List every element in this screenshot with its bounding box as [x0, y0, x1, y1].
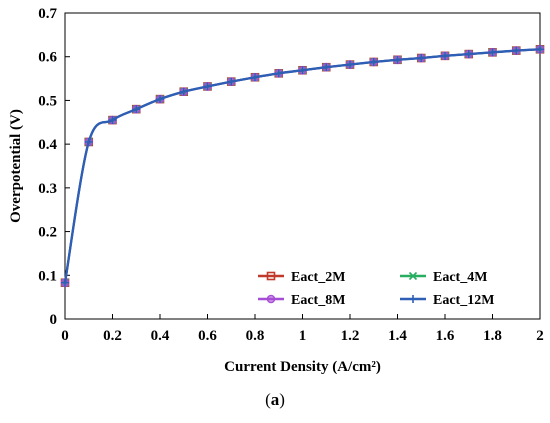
x-tick-label: 1: [299, 328, 307, 344]
data-point: [156, 95, 164, 104]
data-point: [298, 66, 307, 75]
data-point: [512, 46, 521, 55]
legend-item: Eact_12M: [400, 293, 494, 308]
data-point: [441, 51, 449, 60]
data-point: [488, 48, 497, 57]
figure-caption: (a): [0, 390, 550, 410]
y-tick-label: 0.4: [38, 137, 57, 153]
data-point: [61, 278, 69, 287]
x-tick-label: 1.4: [388, 328, 407, 344]
data-point: [179, 87, 188, 96]
y-tick-label: 0.6: [38, 50, 57, 66]
x-tick-label: 2: [536, 328, 544, 344]
data-point: [203, 82, 212, 91]
y-tick-label: 0: [50, 312, 58, 328]
legend-item: Eact_8M: [258, 293, 345, 308]
legend-marker: [266, 271, 276, 281]
x-tick-label: 1.8: [483, 328, 502, 344]
series-layer: [60, 44, 545, 288]
data-point: [417, 54, 426, 63]
data-point: [84, 137, 93, 146]
y-tick-label: 0.7: [38, 6, 57, 22]
data-point: [393, 55, 402, 64]
series-eact-8m: [60, 44, 545, 288]
y-tick-label: 0.5: [38, 93, 57, 109]
y-tick-label: 0.2: [38, 225, 57, 241]
series-line: [64, 48, 541, 283]
x-tick-label: 1.2: [341, 328, 360, 344]
data-point: [251, 73, 259, 82]
axes: 0 0.2 0.4 0.6 0.8 1 1.2 1.4 1.6 1.8 2 0 0.1 0.2 0.3 0.4…: [38, 6, 544, 344]
legend-label: Eact_2M: [291, 270, 345, 285]
series-eact-2m: [60, 44, 545, 288]
legend-marker: [266, 294, 276, 304]
y-axis-title: Overpotential (V): [8, 109, 24, 223]
data-point: [346, 60, 354, 69]
data-point: [536, 45, 544, 54]
x-axis-title: Current Density (A/cm²): [224, 359, 381, 375]
x-tick-label: 0.8: [246, 328, 265, 344]
series-eact-4m: [60, 45, 545, 287]
legend-label: Eact_12M: [433, 293, 494, 308]
legend-item: Eact_2M: [258, 270, 345, 285]
caption-open: (: [265, 390, 271, 409]
data-point: [132, 105, 141, 114]
x-tick-label: 0.4: [151, 328, 170, 344]
legend-label: Eact_4M: [433, 270, 487, 285]
legend: Eact_2M Eact_4M Eact_8M Eact_12M: [258, 270, 494, 308]
legend-marker: [409, 295, 417, 303]
data-point: [108, 116, 117, 125]
caption-close: ): [279, 390, 285, 409]
x-tick-label: 0.6: [198, 328, 217, 344]
line-chart: 0 0.2 0.4 0.6 0.8 1 1.2 1.4 1.6 1.8 2 0 0.1 0.2 0.3 0.4…: [8, 6, 545, 375]
caption-letter: a: [270, 390, 280, 409]
series-eact-12m: [61, 45, 544, 287]
data-point: [274, 69, 283, 78]
data-point: [227, 77, 236, 86]
x-tick-label: 1.6: [436, 328, 455, 344]
data-point: [322, 63, 331, 72]
legend-marker: [408, 271, 418, 281]
data-point: [369, 57, 378, 66]
legend-label: Eact_8M: [291, 293, 345, 308]
y-tick-label: 0.3: [38, 181, 57, 197]
y-tick-label: 0.1: [38, 268, 57, 284]
x-tick-label: 0: [61, 328, 69, 344]
x-tick-label: 0.2: [103, 328, 122, 344]
series-line: [64, 48, 541, 283]
data-point: [464, 50, 473, 59]
series-line: [63, 48, 541, 283]
series-line: [64, 48, 541, 283]
legend-item: Eact_4M: [400, 270, 487, 285]
